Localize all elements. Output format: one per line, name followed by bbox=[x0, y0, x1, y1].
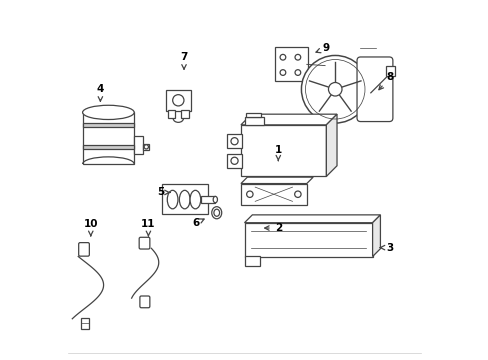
Ellipse shape bbox=[213, 209, 219, 216]
Ellipse shape bbox=[82, 105, 134, 120]
Bar bbox=[244, 256, 259, 266]
Bar bbox=[168, 110, 175, 118]
Circle shape bbox=[301, 55, 368, 123]
Bar bbox=[81, 318, 88, 329]
Ellipse shape bbox=[213, 196, 217, 203]
Polygon shape bbox=[244, 215, 380, 223]
Circle shape bbox=[230, 157, 238, 165]
Circle shape bbox=[246, 191, 252, 197]
Text: 4: 4 bbox=[97, 84, 104, 101]
Text: 8: 8 bbox=[378, 72, 393, 90]
Circle shape bbox=[230, 138, 238, 145]
Ellipse shape bbox=[179, 190, 190, 209]
Ellipse shape bbox=[190, 190, 200, 209]
Bar bbox=[82, 145, 134, 149]
Bar bbox=[241, 125, 325, 176]
Bar bbox=[82, 123, 134, 127]
Bar bbox=[134, 136, 143, 154]
Bar bbox=[241, 184, 306, 205]
Bar bbox=[181, 110, 188, 118]
Ellipse shape bbox=[211, 207, 221, 219]
Polygon shape bbox=[325, 114, 336, 176]
Circle shape bbox=[294, 70, 300, 75]
Bar bbox=[227, 154, 242, 167]
Polygon shape bbox=[372, 215, 380, 257]
Circle shape bbox=[280, 54, 285, 60]
Ellipse shape bbox=[167, 190, 178, 209]
Circle shape bbox=[294, 54, 300, 60]
Circle shape bbox=[328, 82, 341, 96]
Text: 11: 11 bbox=[141, 220, 155, 236]
Bar bbox=[244, 223, 372, 257]
FancyBboxPatch shape bbox=[140, 296, 149, 308]
Text: 7: 7 bbox=[180, 52, 187, 69]
FancyBboxPatch shape bbox=[275, 47, 307, 81]
Text: 5: 5 bbox=[157, 188, 170, 197]
Bar bbox=[162, 184, 208, 214]
Bar bbox=[246, 113, 260, 117]
Bar bbox=[82, 112, 134, 164]
Text: 9: 9 bbox=[315, 43, 329, 53]
Text: 1: 1 bbox=[274, 145, 282, 161]
Bar bbox=[227, 134, 242, 148]
Text: 6: 6 bbox=[192, 218, 203, 228]
Bar bbox=[143, 144, 149, 150]
Circle shape bbox=[294, 191, 301, 197]
Bar bbox=[165, 90, 191, 111]
FancyBboxPatch shape bbox=[79, 243, 89, 256]
Polygon shape bbox=[241, 114, 336, 125]
FancyBboxPatch shape bbox=[139, 237, 149, 249]
Text: 2: 2 bbox=[264, 223, 282, 233]
Circle shape bbox=[280, 70, 285, 75]
Bar bbox=[201, 196, 215, 203]
Text: 3: 3 bbox=[380, 243, 393, 253]
Polygon shape bbox=[241, 177, 312, 184]
Circle shape bbox=[144, 145, 148, 149]
Bar bbox=[385, 66, 395, 76]
Circle shape bbox=[172, 95, 183, 106]
Text: 10: 10 bbox=[83, 220, 98, 236]
FancyBboxPatch shape bbox=[356, 57, 392, 122]
Bar bbox=[244, 117, 264, 125]
